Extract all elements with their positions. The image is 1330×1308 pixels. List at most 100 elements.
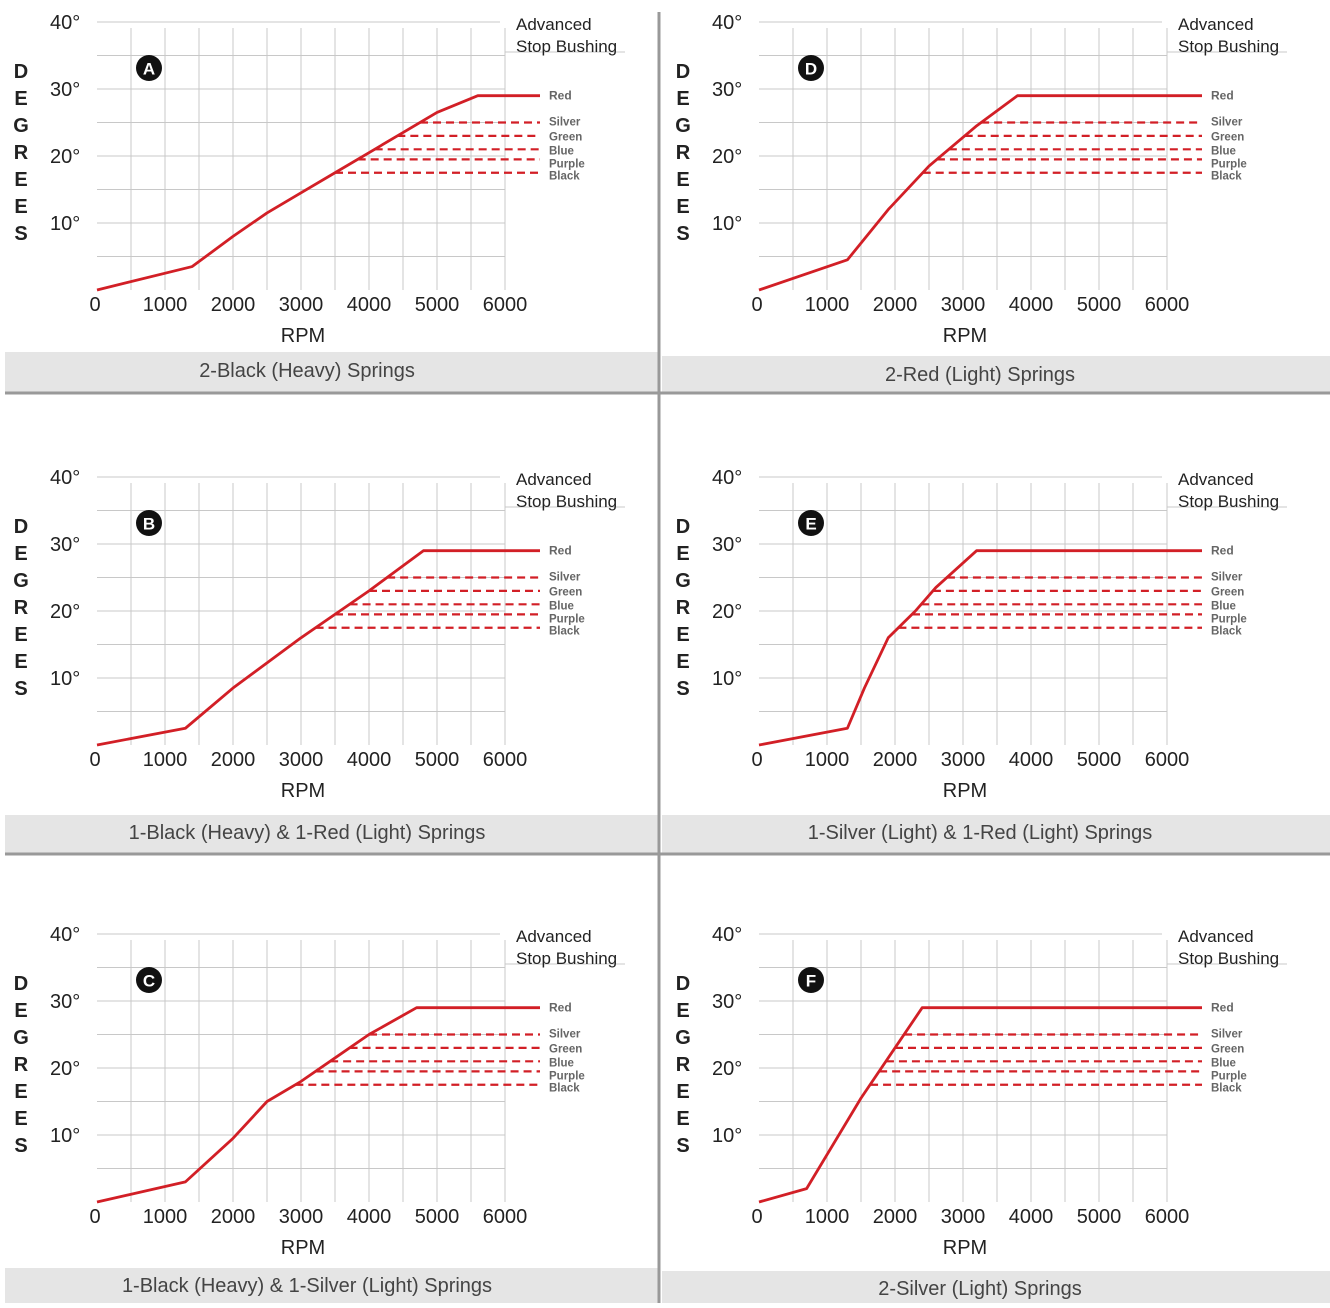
caption-bar bbox=[662, 356, 1330, 392]
x-tick-label: 6000 bbox=[1145, 294, 1190, 316]
y-tick-label: 40° bbox=[50, 12, 80, 34]
y-axis-letter: G bbox=[675, 570, 691, 592]
y-axis-letter: E bbox=[14, 651, 27, 673]
x-tick-label: 3000 bbox=[941, 1206, 986, 1228]
y-tick-label: 30° bbox=[712, 79, 742, 101]
bushing-label: Advanced bbox=[1178, 15, 1254, 34]
y-axis-letter: E bbox=[676, 1108, 689, 1130]
bushing-label: Stop Bushing bbox=[1178, 492, 1279, 511]
x-tick-label: 4000 bbox=[347, 1206, 392, 1228]
badge-circle bbox=[136, 55, 162, 81]
y-axis-letter: R bbox=[676, 142, 691, 164]
stop-label: Silver bbox=[1211, 1029, 1243, 1041]
stop-label: Red bbox=[1211, 89, 1234, 103]
x-tick-label: 2000 bbox=[873, 1206, 918, 1228]
badge-circle bbox=[798, 55, 824, 81]
stop-label: Blue bbox=[1211, 1058, 1236, 1070]
bushing-label: Advanced bbox=[516, 15, 592, 34]
x-tick-label: 6000 bbox=[1145, 749, 1190, 771]
x-tick-label: 1000 bbox=[805, 1206, 850, 1228]
badge-letter: F bbox=[806, 972, 816, 991]
y-axis-letter: E bbox=[676, 1081, 689, 1103]
stop-lines bbox=[898, 576, 1202, 629]
y-tick-label: 20° bbox=[50, 601, 80, 623]
y-axis-letter: D bbox=[14, 516, 28, 538]
y-axis-letter: S bbox=[676, 678, 689, 700]
x-tick-label: 4000 bbox=[1009, 294, 1054, 316]
bushing-label: Advanced bbox=[516, 470, 592, 489]
x-tick-label: 0 bbox=[751, 294, 762, 316]
advance-curve-line bbox=[96, 94, 540, 292]
y-axis-letter: E bbox=[676, 169, 689, 191]
y-axis-letter: D bbox=[676, 61, 690, 83]
x-axis-label: RPM bbox=[943, 325, 987, 347]
x-tick-label: 2000 bbox=[211, 294, 256, 316]
y-axis-letter: D bbox=[676, 516, 690, 538]
y-axis-letter: E bbox=[676, 651, 689, 673]
stop-label: Silver bbox=[549, 117, 581, 129]
caption-bar bbox=[5, 1268, 658, 1303]
y-tick-label: 40° bbox=[50, 924, 80, 946]
bushing-label: Advanced bbox=[1178, 470, 1254, 489]
x-axis-label: RPM bbox=[281, 325, 325, 347]
y-tick-label: 20° bbox=[712, 146, 742, 168]
bushing-label: Advanced bbox=[516, 927, 592, 946]
stop-label: Purple bbox=[1211, 159, 1247, 171]
caption-text: 2-Red (Light) Springs bbox=[885, 364, 1075, 386]
badge-circle bbox=[798, 510, 824, 536]
x-tick-label: 2000 bbox=[211, 1206, 256, 1228]
badge-circle bbox=[136, 510, 162, 536]
x-tick-label: 3000 bbox=[279, 749, 324, 771]
bushing-label: Stop Bushing bbox=[516, 949, 617, 968]
x-tick-label: 4000 bbox=[1009, 1206, 1054, 1228]
x-tick-label: 4000 bbox=[1009, 749, 1054, 771]
bushing-label: Stop Bushing bbox=[516, 492, 617, 511]
bushing-label: Stop Bushing bbox=[1178, 949, 1279, 968]
stop-label: Purple bbox=[1211, 1071, 1247, 1083]
y-axis-letter: E bbox=[14, 88, 27, 110]
x-axis-label: RPM bbox=[943, 1237, 987, 1259]
stop-label: Red bbox=[549, 544, 572, 558]
y-tick-label: 30° bbox=[50, 79, 80, 101]
y-axis-letter: E bbox=[14, 1000, 27, 1022]
y-axis-letter: E bbox=[14, 1081, 27, 1103]
x-tick-label: 6000 bbox=[483, 294, 528, 316]
x-axis-label: RPM bbox=[281, 780, 325, 802]
y-axis-letter: D bbox=[14, 61, 28, 83]
stop-label: Black bbox=[549, 626, 580, 638]
stop-label: Purple bbox=[1211, 614, 1247, 626]
y-tick-label: 10° bbox=[712, 213, 742, 235]
stop-label: Black bbox=[1211, 626, 1242, 638]
x-tick-label: 3000 bbox=[941, 294, 986, 316]
y-axis-letter: E bbox=[676, 624, 689, 646]
stop-lines bbox=[315, 576, 540, 629]
y-tick-label: 20° bbox=[712, 601, 742, 623]
advance-curve-line bbox=[758, 549, 1202, 747]
x-tick-label: 1000 bbox=[805, 749, 850, 771]
x-tick-label: 1000 bbox=[143, 294, 188, 316]
y-tick-label: 20° bbox=[50, 1058, 80, 1080]
advance-curve-line bbox=[96, 1006, 540, 1204]
x-tick-label: 5000 bbox=[1077, 749, 1122, 771]
x-tick-label: 0 bbox=[89, 294, 100, 316]
y-axis-letter: R bbox=[676, 597, 691, 619]
y-tick-label: 10° bbox=[712, 668, 742, 690]
x-tick-label: 0 bbox=[89, 749, 100, 771]
caption-bar bbox=[5, 815, 658, 853]
y-tick-label: 10° bbox=[50, 213, 80, 235]
x-tick-label: 0 bbox=[751, 749, 762, 771]
stop-label: Silver bbox=[1211, 572, 1243, 584]
y-tick-label: 20° bbox=[712, 1058, 742, 1080]
stop-lines bbox=[922, 121, 1202, 174]
stop-label: Red bbox=[1211, 544, 1234, 558]
y-tick-label: 40° bbox=[712, 12, 742, 34]
y-axis-letter: G bbox=[13, 115, 29, 137]
badge-letter: A bbox=[143, 60, 155, 79]
chart-panel-a: 10° 20° 30° 40° 0 1000 2000 3000 4000 5000 6000 RPM… bbox=[5, 12, 658, 392]
stop-label: Red bbox=[549, 1001, 572, 1015]
y-axis-letter: E bbox=[14, 169, 27, 191]
stop-label: Silver bbox=[1211, 117, 1243, 129]
y-tick-label: 10° bbox=[50, 1125, 80, 1147]
x-tick-label: 4000 bbox=[347, 749, 392, 771]
stop-label: Red bbox=[549, 89, 572, 103]
